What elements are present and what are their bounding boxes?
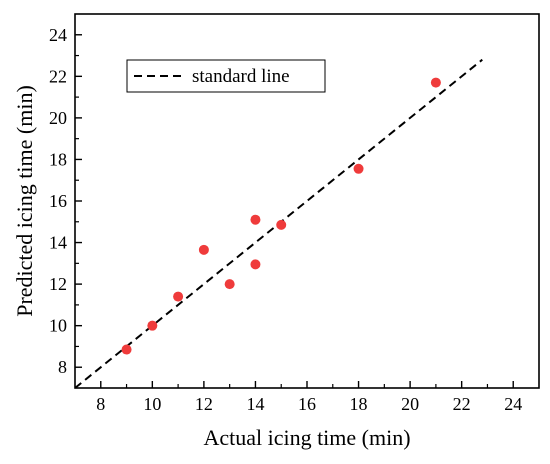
x-tick-label: 18	[350, 394, 368, 414]
data-point	[353, 163, 364, 174]
x-tick-label: 16	[298, 394, 316, 414]
x-tick-label: 10	[143, 394, 161, 414]
x-axis-title: Actual icing time (min)	[203, 425, 410, 450]
data-point	[276, 219, 287, 230]
y-tick-label: 12	[49, 274, 67, 294]
y-tick-label: 8	[58, 357, 67, 377]
y-tick-label: 22	[49, 66, 67, 86]
legend-label-standard-line: standard line	[192, 66, 290, 87]
data-point	[198, 244, 209, 255]
y-tick-label: 16	[49, 191, 67, 211]
x-tick-label: 24	[504, 394, 522, 414]
y-tick-label: 20	[49, 108, 67, 128]
x-axis-ticks: 8 10 12 14 16 18 20 22 24	[96, 381, 522, 414]
data-point	[430, 77, 441, 88]
data-point	[121, 344, 132, 355]
y-tick-label: 18	[49, 149, 67, 169]
x-tick-label: 12	[195, 394, 213, 414]
data-point	[173, 291, 184, 302]
data-point	[147, 320, 158, 331]
x-tick-label: 8	[96, 394, 105, 414]
y-axis-title: Predicted icing time (min)	[12, 85, 37, 317]
y-tick-label: 24	[49, 25, 67, 45]
data-point	[250, 259, 261, 270]
data-point	[250, 214, 261, 225]
y-tick-label: 10	[49, 316, 67, 336]
legend: standard line	[126, 59, 326, 93]
x-tick-label: 14	[246, 394, 264, 414]
x-tick-label: 20	[401, 394, 419, 414]
y-tick-label: 14	[49, 233, 67, 253]
x-tick-label: 22	[453, 394, 471, 414]
series-layer	[74, 58, 483, 389]
y-axis-ticks: 8 10 12 14 16 18 20 22 24	[49, 25, 82, 377]
data-point	[224, 279, 235, 290]
